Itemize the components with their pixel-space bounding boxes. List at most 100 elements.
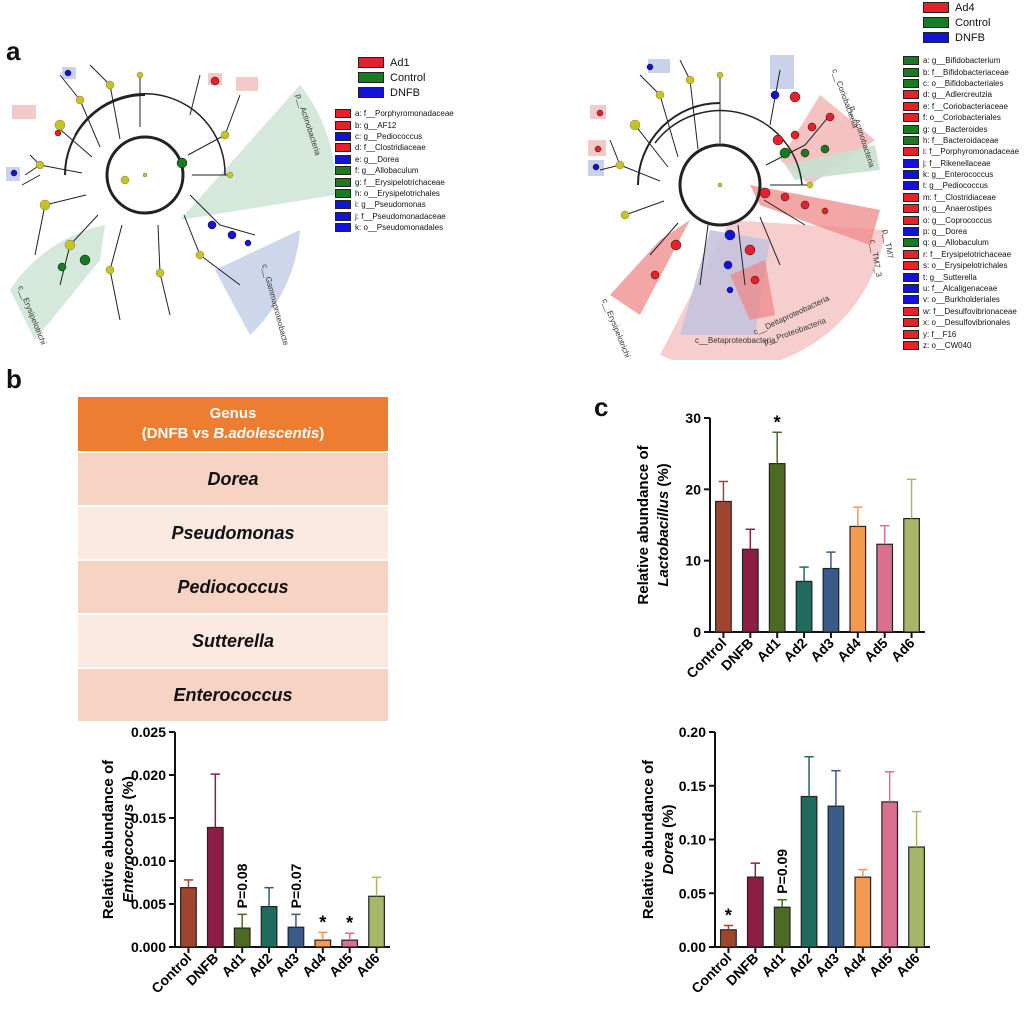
bar-dnfb: [746, 876, 764, 948]
bar-control: [180, 887, 197, 948]
cladogram-left-highlights: [6, 67, 336, 340]
legend-swatch: [903, 204, 919, 214]
x-tick-label: Ad6: [888, 635, 918, 665]
legend-swatch: [903, 329, 919, 339]
genus-row-sutterella: Sutterella: [78, 613, 388, 667]
legend-item: i: f__Porphyromonadaceae: [903, 146, 1019, 157]
clade-highlight-erysipelotrichi: [10, 225, 105, 340]
clade-highlight-k: [648, 59, 670, 73]
genus-row-pseudomonas: Pseudomonas: [78, 505, 388, 559]
bar-ad1: [233, 927, 251, 948]
legend-label: w: f__Desulfovibrionaceae: [923, 306, 1017, 316]
legend-label: f: o__Coriobacteriales: [923, 113, 1001, 123]
legend-item: h: o__Erysipelotrichales: [335, 188, 454, 199]
panel-letter-c: c: [594, 392, 609, 422]
cladogram-right-taxa-legend: a: g__Bifidobacterium b: f__Bifidobacteri…: [903, 55, 1019, 351]
legend-label: l: g__Pediococcus: [923, 181, 988, 191]
legend-item: a: f__Porphyromonadaceae: [335, 108, 454, 119]
legend-swatch: [903, 101, 919, 111]
legend-swatch: [903, 147, 919, 157]
legend-swatch: [903, 238, 919, 248]
clade-highlight-d: [12, 105, 36, 119]
legend-swatch: [335, 120, 351, 130]
legend-swatch: [903, 340, 919, 350]
bar-ad3: [287, 926, 305, 948]
legend-item: h: f__Bacteroidaceae: [903, 135, 1019, 146]
y-tick-label: 0.025: [131, 724, 166, 740]
legend-label: o: g__Coprococcus: [923, 215, 992, 225]
y-axis-label-taxon: Enterococcus: [120, 804, 137, 903]
legend-swatch: [335, 109, 351, 119]
legend-item: f: g__Allobaculum: [335, 165, 454, 176]
legend-item: s: o__Erysipelotrichales: [903, 260, 1019, 271]
p-value-annotation: P=0.07: [288, 863, 304, 908]
legend-item: Control: [358, 70, 425, 85]
y-tick-label: 0.00: [679, 939, 706, 955]
legend-item: l: g__Pediococcus: [903, 180, 1019, 191]
legend-label: u: f__Alcaligenaceae: [923, 284, 998, 293]
legend-label: c: g__Pediococcus: [355, 131, 423, 141]
clade-highlight-a: [236, 77, 258, 91]
legend-swatch: [903, 284, 919, 293]
clade-highlight-actinobacteria: [180, 85, 336, 220]
clade-label-erysipelotrichi: c__Erysipelotrichi: [600, 297, 632, 359]
x-tick-label: Ad3: [272, 950, 302, 980]
legend-swatch: [358, 87, 384, 98]
y-tick-label: 0: [693, 624, 701, 640]
bar-ad4: [854, 876, 872, 948]
legend-item: DNFB: [923, 30, 990, 45]
legend-item: b: g__AF12: [335, 119, 454, 130]
legend-label: a: g__Bifidobacterium: [923, 56, 1001, 66]
legend-label: k: o__Pseudomonadales: [355, 223, 444, 233]
x-tick-label: Ad1: [753, 635, 783, 665]
significance-mark: *: [319, 912, 326, 932]
y-axis-label-line1: Relative abundance of: [100, 759, 117, 919]
cladogram-right: c__Coriobacteriia p__Actinobacteria p__T…: [588, 55, 895, 360]
clade-highlight-j: [770, 55, 794, 89]
cladogram-left-group-legend: Ad1 Control DNFB: [358, 55, 425, 100]
legend-label: d: g__Adlercreutzia: [923, 90, 992, 100]
legend-item: DNFB: [358, 85, 425, 100]
y-tick-label: 0.15: [679, 778, 706, 794]
legend-swatch: [903, 90, 919, 100]
legend-swatch: [903, 295, 919, 305]
cladogram-right-group-legend: Ad4 Control DNFB: [923, 0, 990, 45]
clade-label-tm7: p__TM7: [881, 229, 895, 260]
clade-label-betaproteobacteria: c__Betaproteobacteria: [695, 336, 776, 345]
chart-enterococcus: 0.0000.0050.0100.0150.0200.025ControlDNF…: [100, 724, 390, 996]
legend-label: Ad4: [955, 1, 975, 14]
bar-control: [715, 500, 732, 633]
cladogram-left-taxa-legend: a: f__Porphyromonadaceae b: g__AF12 c: g__…: [335, 108, 454, 233]
legend-label: DNFB: [390, 86, 420, 99]
legend-item: f: o__Coriobacteriales: [903, 112, 1019, 123]
x-tick-label: Ad6: [893, 950, 923, 980]
legend-swatch: [335, 154, 351, 164]
legend-swatch: [923, 2, 949, 13]
legend-label: z: o__CW040: [923, 340, 972, 350]
legend-swatch: [903, 135, 919, 145]
cladogram-right-nodes: [592, 63, 835, 294]
panel-letter-b: b: [6, 364, 22, 394]
y-axis-label-taxon: Lactobacillus: [655, 491, 672, 587]
legend-item: y: f__F16: [903, 328, 1019, 339]
legend-swatch: [903, 113, 919, 123]
clade-highlight-w: [730, 260, 775, 320]
bar-ad3: [827, 805, 845, 948]
y-tick-label: 20: [685, 481, 701, 497]
y-tick-label: 0.020: [131, 767, 166, 783]
legend-item: d: f__Clostridiaceae: [335, 142, 454, 153]
legend-label: h: f__Bacteroidaceae: [923, 135, 999, 145]
bar-ad6: [368, 895, 385, 948]
cladogram-left-nodes: [10, 69, 252, 278]
y-axis-label-unit: (%): [655, 463, 672, 491]
y-tick-label: 30: [685, 410, 701, 426]
legend-swatch: [903, 249, 919, 259]
bar-ad2: [800, 795, 818, 948]
p-value-annotation: P=0.09: [774, 849, 790, 894]
legend-swatch: [923, 32, 949, 43]
legend-item: r: f__Erysipelotrichaceae: [903, 249, 1019, 260]
x-tick-label: Ad5: [866, 950, 896, 980]
y-axis-label-line2: Enterococcus (%): [120, 776, 137, 903]
y-axis-label-line2: Dorea (%): [660, 804, 677, 874]
y-tick-label: 10: [685, 553, 701, 569]
